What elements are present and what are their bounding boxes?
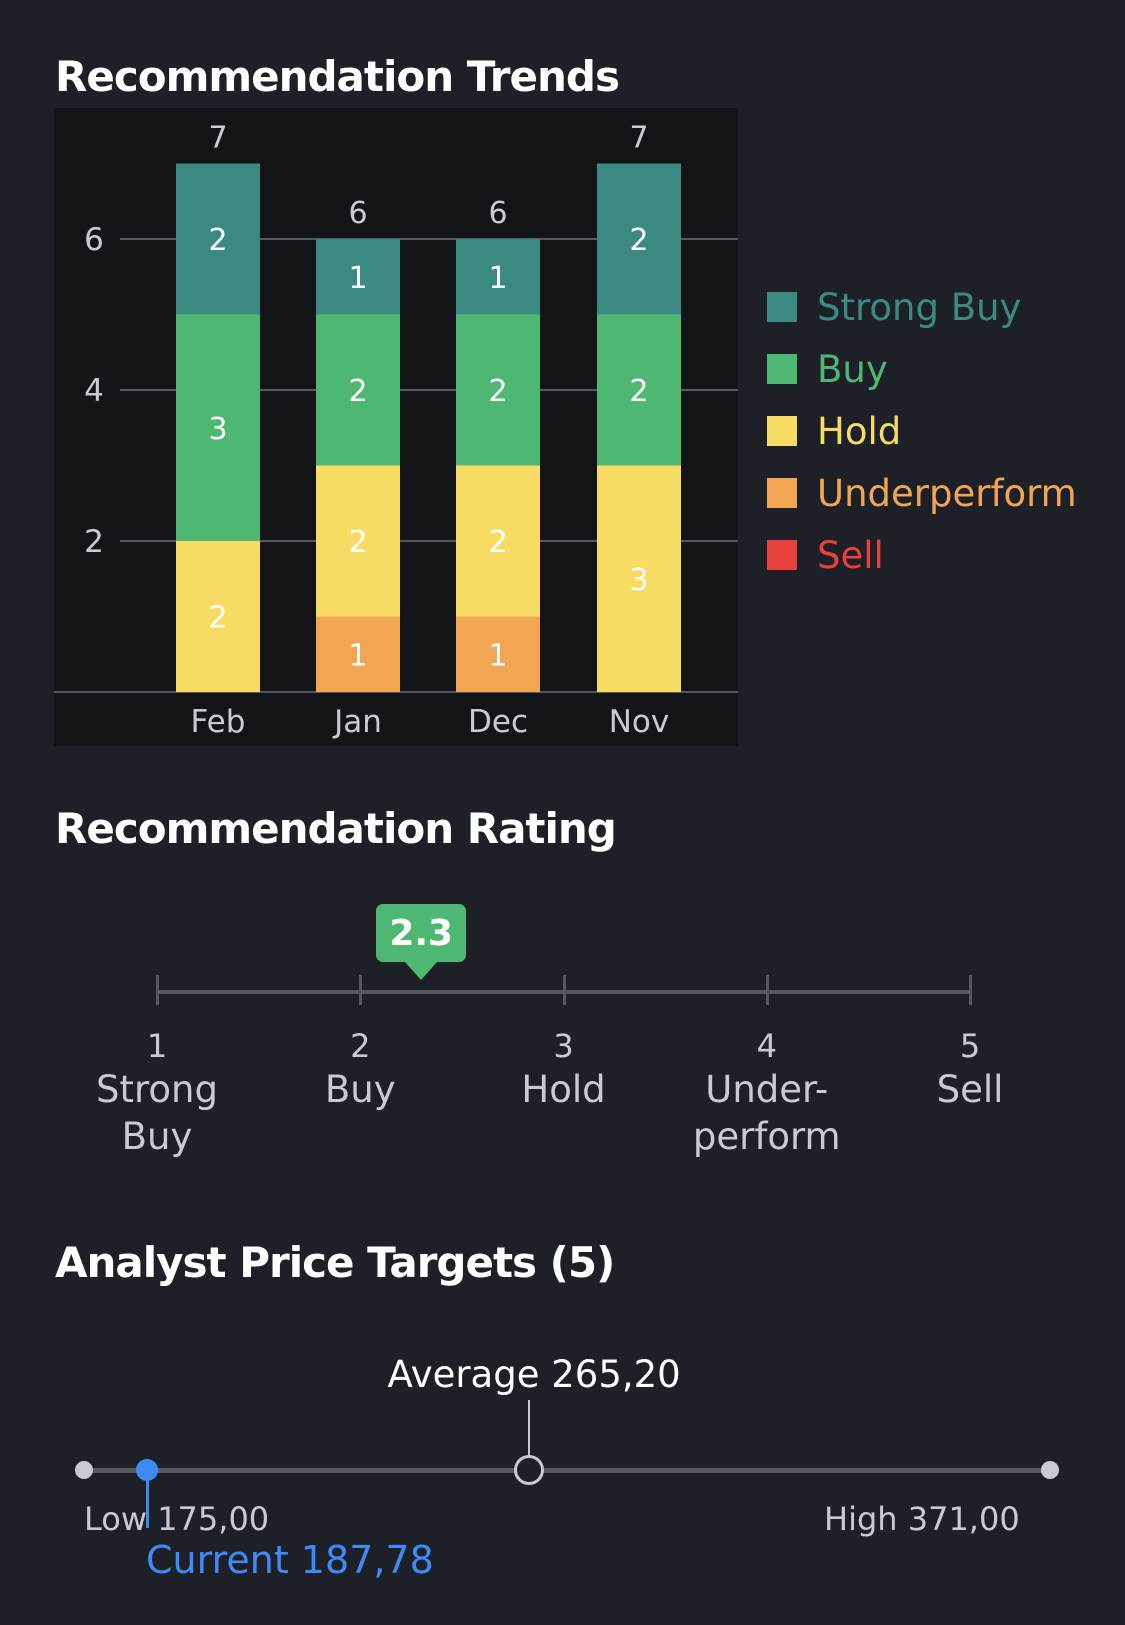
bar-segment-label: 2 <box>629 223 648 258</box>
bar-segment-strong-buy <box>597 163 681 315</box>
legend-swatch <box>767 416 797 446</box>
bar-segment-label: 2 <box>629 374 648 409</box>
trends-chart: 2 4 6 2 3 2 7 Feb 1 2 2 1 6 Jan 1 2 2 1 6 Dec 3 2 2 7 Nov <box>54 108 738 746</box>
bar-segment-label: 3 <box>208 412 227 447</box>
rating-scale-number: 2 <box>350 1027 371 1065</box>
bar-segment-label: 3 <box>629 563 648 598</box>
rating-scale-number: 5 <box>959 1027 981 1065</box>
bar-segment-hold <box>597 465 681 692</box>
legend-item-underperform: Underperform <box>767 462 1077 524</box>
rating-scale-label: 4 Under- perform <box>657 1026 877 1160</box>
rating-scale-label: 1 Strong Buy <box>47 1026 267 1160</box>
bar-segment-label: 2 <box>488 525 507 560</box>
current-price-marker <box>135 1459 158 1481</box>
bar-segment-underperform <box>316 616 400 692</box>
legend-label: Strong Buy <box>817 285 1022 329</box>
y-tick-label: 4 <box>84 373 104 409</box>
bar-segment-label: 1 <box>488 261 507 296</box>
rating-scale-tick <box>359 975 363 1005</box>
rating-badge-pointer <box>405 962 438 980</box>
rating-scale-label: 2 Buy <box>250 1026 470 1113</box>
rating-scale-number: 3 <box>553 1027 574 1065</box>
rating-scale-tick <box>562 975 566 1005</box>
rating-scale-tick <box>156 975 159 1005</box>
rating-scale-word: Strong Buy <box>96 1068 218 1158</box>
legend-swatch <box>767 292 797 322</box>
bar-segment-label: 2 <box>348 374 367 409</box>
price-targets-title: Analyst Price Targets (5) <box>55 1238 615 1287</box>
legend-label: Buy <box>817 347 888 391</box>
rating-scale-number: 4 <box>756 1027 777 1065</box>
legend-swatch <box>767 354 797 384</box>
bar-segment-label: 2 <box>348 525 367 560</box>
bar-segment-label: 1 <box>488 638 507 673</box>
bar-segment-label: 2 <box>208 223 227 258</box>
legend-swatch <box>767 478 797 508</box>
bar-segment-hold <box>316 465 400 617</box>
legend-label: Sell <box>817 533 884 577</box>
legend-label: Underperform <box>817 471 1077 515</box>
average-price-marker <box>513 1455 544 1485</box>
y-tick-label: 6 <box>84 222 104 258</box>
bar-segment-buy <box>316 314 400 466</box>
average-price-stem <box>527 1400 530 1460</box>
bar-segment-strong-buy <box>176 163 260 315</box>
rating-scale-tick <box>765 975 769 1005</box>
average-price-label: Average 265,20 <box>387 1353 681 1396</box>
rating-scale-word: Buy <box>324 1068 396 1111</box>
trends-legend: Strong Buy Buy Hold Underperform Sell <box>767 276 1077 586</box>
bar-segment-underperform <box>456 616 540 692</box>
bar-segment-label: 1 <box>348 261 367 296</box>
high-price-label: High 371,00 <box>824 1500 1020 1538</box>
high-price-marker <box>1041 1461 1059 1479</box>
low-price-label: Low 175,00 <box>84 1500 270 1538</box>
current-price-stem <box>145 1470 149 1528</box>
current-price-label: Current 187,78 <box>146 1538 434 1582</box>
rating-scale-label: 5 Sell <box>860 1026 1080 1113</box>
bar-segment-hold <box>456 465 540 617</box>
legend-item-strong-buy: Strong Buy <box>767 276 1077 338</box>
y-tick-label: 2 <box>84 524 104 560</box>
rating-scale-label: 3 Hold <box>454 1026 674 1113</box>
bar-total-label: 6 <box>488 196 507 231</box>
rating-scale-tick <box>969 975 972 1005</box>
bar-segment-buy <box>176 314 260 541</box>
x-category-label: Feb <box>191 704 246 740</box>
x-category-label: Nov <box>609 704 670 740</box>
trends-chart-svg: 2 4 6 2 3 2 7 Feb 1 2 2 1 6 Jan 1 2 2 1 6 Dec 3 2 2 7 Nov <box>54 121 738 740</box>
rating-value-badge: 2.3 <box>376 904 467 962</box>
rating-scale-word: Under- perform <box>692 1068 841 1158</box>
legend-swatch <box>767 540 797 570</box>
legend-label: Hold <box>817 409 902 453</box>
legend-item-hold: Hold <box>767 400 1077 462</box>
legend-item-sell: Sell <box>767 524 1077 586</box>
low-price-marker <box>75 1461 93 1479</box>
bar-total-label: 7 <box>629 121 648 156</box>
bar-segment-label: 2 <box>488 374 507 409</box>
rating-title: Recommendation Rating <box>55 804 617 853</box>
bar-total-label: 7 <box>208 121 227 156</box>
bar-segment-buy <box>597 314 681 466</box>
trends-title: Recommendation Trends <box>55 52 620 101</box>
bar-segment-buy <box>456 314 540 466</box>
bar-segment-label: 1 <box>348 638 367 673</box>
bar-total-label: 6 <box>348 196 367 231</box>
price-range-line <box>84 1468 1050 1473</box>
rating-scale-word: Hold <box>521 1068 606 1111</box>
rating-scale-number: 1 <box>146 1027 168 1065</box>
bar-segment-strong-buy <box>316 239 400 315</box>
bar-segment-hold <box>176 541 260 692</box>
rating-scale-word: Sell <box>936 1068 1004 1111</box>
legend-item-buy: Buy <box>767 338 1077 400</box>
x-category-label: Dec <box>468 704 528 740</box>
bar-segment-strong-buy <box>456 239 540 315</box>
bar-segment-label: 2 <box>208 601 227 636</box>
x-category-label: Jan <box>332 704 382 740</box>
